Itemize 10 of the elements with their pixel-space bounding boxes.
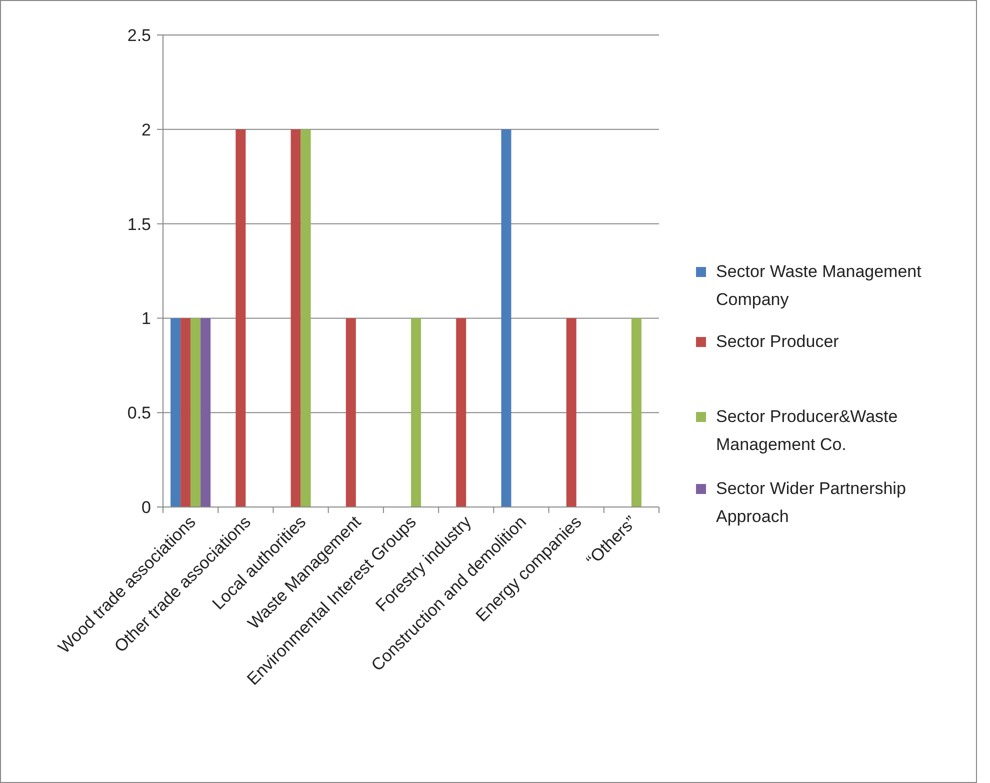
legend-label: Sector Waste Management Company [716, 262, 922, 309]
legend-label: Sector Wider Partnership Approach [716, 479, 906, 526]
y-tick-label: 0 [142, 498, 151, 517]
legend-label: Sector Producer [716, 332, 840, 351]
legend-label: Sector Producer&Waste Management Co. [716, 407, 898, 454]
y-tick-label: 2 [142, 120, 151, 140]
y-tick-label: 2.5 [127, 26, 151, 45]
y-tick-label: 1.5 [127, 214, 151, 234]
y-tick-label: 1 [142, 309, 151, 328]
y-tick-label: 0.5 [127, 404, 151, 423]
